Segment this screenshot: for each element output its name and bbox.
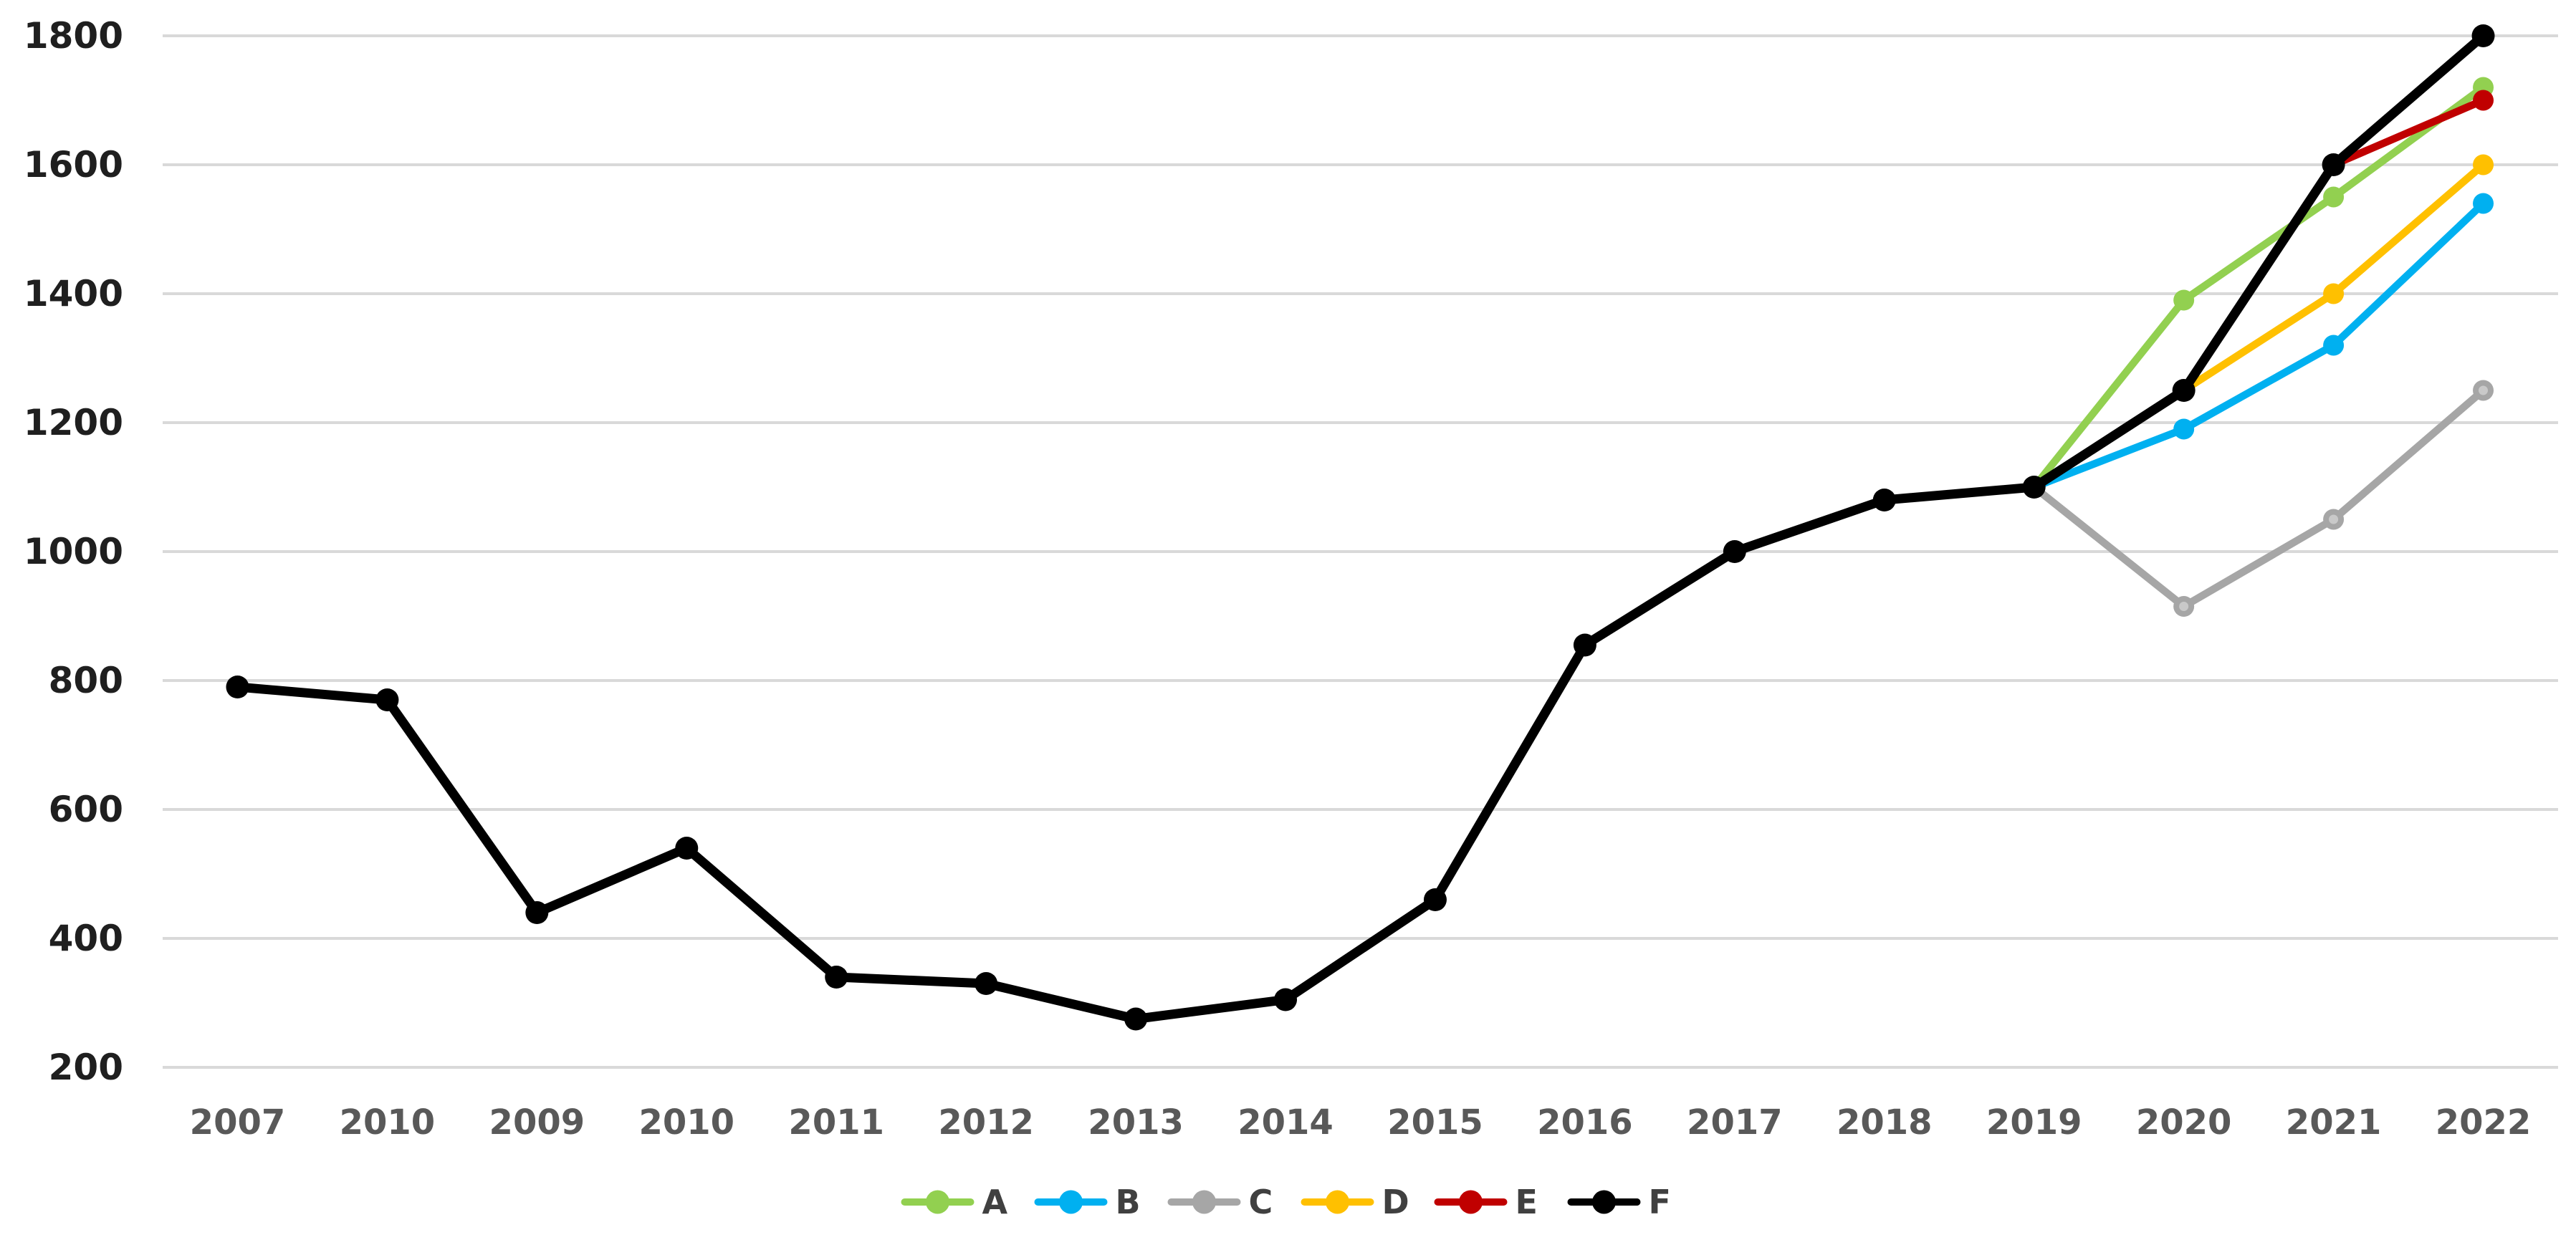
legend-label-B: B xyxy=(1116,1183,1141,1221)
legend-label-A: A xyxy=(982,1183,1008,1221)
y-tick-label: 400 xyxy=(49,918,123,959)
series-F-marker xyxy=(375,688,399,711)
legend-item-A: A xyxy=(901,1183,1008,1221)
legend-label-E: E xyxy=(1516,1183,1538,1221)
legend-label-F: F xyxy=(1649,1183,1671,1221)
series-F-marker xyxy=(1274,988,1298,1011)
series-F-marker xyxy=(2172,379,2196,402)
series-F-marker xyxy=(1723,540,1746,563)
series-E-line xyxy=(2330,96,2487,169)
series-F-line xyxy=(232,31,2489,1024)
legend-label-C: C xyxy=(1249,1183,1273,1221)
legend: A B C D E F xyxy=(901,1183,1671,1221)
x-tick-label: 2013 xyxy=(1088,1102,1184,1143)
x-tick-label: 2017 xyxy=(1687,1102,1783,1143)
x-tick-label: 2015 xyxy=(1387,1102,1483,1143)
y-tick-label: 200 xyxy=(49,1047,123,1088)
x-tick-label: 2010 xyxy=(638,1102,734,1143)
x-tick-label: 2011 xyxy=(788,1102,884,1143)
series-D-marker xyxy=(2323,283,2345,304)
series-F-marker xyxy=(975,972,998,995)
legend-item-E: E xyxy=(1434,1183,1538,1221)
series-F-marker xyxy=(825,966,848,989)
series-F-marker xyxy=(2471,24,2495,47)
legend-label-D: D xyxy=(1382,1183,1409,1221)
y-tick-label: 1400 xyxy=(24,273,123,314)
series-F-marker xyxy=(1573,633,1596,657)
legend-swatch-marker-B xyxy=(1059,1190,1083,1214)
series-A xyxy=(2024,77,2494,498)
legend-swatch-marker-C xyxy=(1192,1190,1216,1214)
series-C-marker-inner xyxy=(2329,514,2339,524)
y-axis-labels: 1800 1600 1400 1200 1000 800 600 400 200 xyxy=(24,15,123,1088)
x-tick-label: 2009 xyxy=(489,1102,585,1143)
x-tick-label: 2012 xyxy=(938,1102,1034,1143)
x-tick-label: 2014 xyxy=(1237,1102,1334,1143)
x-tick-label: 2016 xyxy=(1537,1102,1633,1143)
series-B-marker xyxy=(2173,418,2195,440)
series-F-marker xyxy=(675,837,699,860)
x-tick-label: 2019 xyxy=(1986,1102,2082,1143)
y-tick-label: 1600 xyxy=(24,144,123,186)
series-F-marker xyxy=(1124,1007,1148,1031)
series-B-line xyxy=(2030,199,2487,491)
series-F-marker xyxy=(1423,888,1447,911)
series-F-marker xyxy=(2322,153,2345,176)
series-A-line xyxy=(2030,83,2487,491)
series-A-marker xyxy=(2323,186,2345,208)
series-C-marker-inner xyxy=(2179,602,2189,611)
x-tick-label: 2020 xyxy=(2136,1102,2232,1143)
legend-item-F: F xyxy=(1567,1183,1671,1221)
x-tick-label: 2010 xyxy=(340,1102,436,1143)
y-tick-label: 1200 xyxy=(24,402,123,443)
series-C-marker-inner xyxy=(2479,385,2489,395)
series-C-line xyxy=(2030,386,2487,610)
legend-item-B: B xyxy=(1034,1183,1141,1221)
series-F-marker xyxy=(2022,476,2046,499)
x-axis-labels: 2007 2010 2009 2010 2011 2012 2013 2014 2015 2016… xyxy=(190,1102,2532,1143)
series-F-marker xyxy=(226,676,249,698)
series-B-marker xyxy=(2323,335,2345,356)
series-F-marker xyxy=(1872,489,1896,511)
legend-swatch-marker-E xyxy=(1459,1190,1483,1214)
series-D-marker xyxy=(2473,154,2494,176)
series-A-marker xyxy=(2173,289,2195,311)
series-E-marker xyxy=(2473,90,2494,111)
y-tick-label: 1000 xyxy=(24,531,123,572)
y-tick-label: 600 xyxy=(49,789,123,830)
gridlines-group xyxy=(163,34,2558,1069)
series-F-marker xyxy=(525,901,549,924)
series-B-marker xyxy=(2473,193,2494,214)
x-tick-label: 2018 xyxy=(1837,1102,1933,1143)
legend-item-D: D xyxy=(1301,1183,1409,1221)
y-tick-label: 1800 xyxy=(24,15,123,57)
legend-item-C: C xyxy=(1167,1183,1273,1221)
x-tick-label: 2021 xyxy=(2286,1102,2382,1143)
x-tick-label: 2022 xyxy=(2436,1102,2532,1143)
legend-swatch-marker-F xyxy=(1592,1190,1616,1214)
series-F xyxy=(226,24,2495,1031)
x-tick-label: 2007 xyxy=(190,1102,286,1143)
legend-swatch-marker-A xyxy=(926,1190,949,1214)
y-tick-label: 800 xyxy=(49,660,123,701)
legend-swatch-marker-D xyxy=(1326,1190,1349,1214)
